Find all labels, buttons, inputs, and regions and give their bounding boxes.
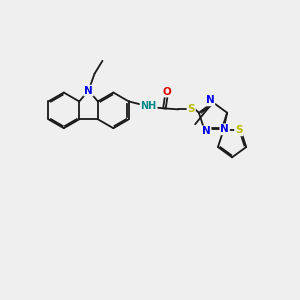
Text: S: S (188, 104, 195, 114)
Text: N: N (206, 95, 214, 106)
Text: N: N (220, 124, 229, 134)
Text: NH: NH (140, 101, 157, 111)
Text: N: N (84, 85, 93, 96)
Text: S: S (235, 125, 243, 135)
Text: O: O (162, 86, 171, 97)
Text: N: N (202, 126, 211, 136)
